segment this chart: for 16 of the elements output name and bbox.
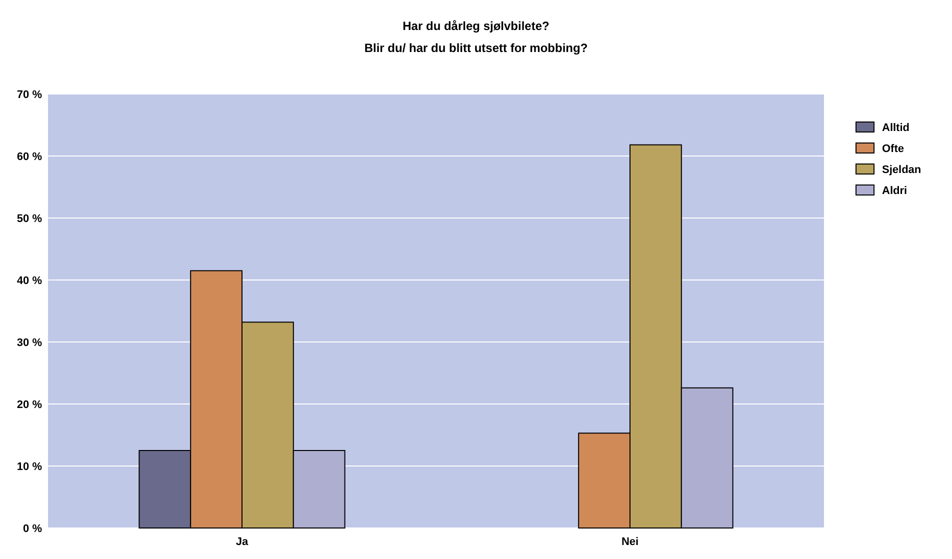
- y-tick-label: 30 %: [16, 336, 42, 349]
- y-tick-label: 40 %: [16, 274, 42, 287]
- legend-label: Sjeldan: [882, 164, 922, 176]
- y-tick-label: 70 %: [16, 88, 42, 101]
- x-tick-label: Ja: [236, 536, 249, 548]
- chart-title: Har du dårleg sjølvbilete?: [402, 19, 550, 33]
- chart-subtitle: Blir du/ har du blitt utsett for mobbing?: [364, 41, 588, 55]
- y-tick-label: 0 %: [23, 522, 42, 535]
- x-tick-label: Nei: [621, 536, 639, 548]
- legend-label: Aldri: [882, 184, 908, 197]
- y-tick-label: 10 %: [16, 460, 42, 473]
- legend-label: Alltid: [882, 122, 910, 134]
- y-tick-label: 20 %: [16, 398, 42, 411]
- y-tick-label: 60 %: [16, 150, 42, 163]
- y-tick-label: 50 %: [16, 212, 42, 225]
- legend-label: Ofte: [882, 142, 904, 155]
